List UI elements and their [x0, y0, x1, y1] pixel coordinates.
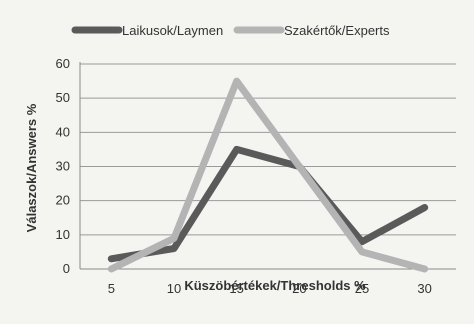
- legend-label-laymen: Laikusok/Laymen: [122, 23, 223, 38]
- y-tick-label: 0: [63, 261, 70, 276]
- y-tick-label: 20: [56, 193, 70, 208]
- y-tick-label: 30: [56, 159, 70, 174]
- series-line-experts: [107, 77, 429, 273]
- x-tick-label: 30: [417, 281, 431, 296]
- x-tick-label: 10: [167, 281, 181, 296]
- legend: Laikusok/Laymen Szakértők/Experts: [71, 23, 390, 38]
- y-tick-label: 60: [56, 56, 70, 71]
- legend-label-experts: Szakértők/Experts: [284, 23, 390, 38]
- series-lines: [107, 77, 429, 273]
- x-tick-label: 5: [108, 281, 115, 296]
- x-axis-title: Küszöbértékek/Thresholds %: [184, 278, 366, 293]
- axes: [79, 62, 456, 270]
- y-axis-title: Válaszok/Answers %: [24, 103, 39, 232]
- x-tick-label: 20: [292, 281, 306, 296]
- y-tick-label: 50: [56, 90, 70, 105]
- y-tick-labels: 0 10 20 30 40 50 60: [56, 56, 70, 276]
- x-tick-label: 25: [355, 281, 369, 296]
- x-tick-label: 15: [229, 281, 243, 296]
- x-tick-labels: 5 10 15 20 25 30: [108, 281, 432, 296]
- gridlines: [80, 63, 456, 236]
- y-tick-label: 10: [56, 227, 70, 242]
- y-tick-label: 40: [56, 124, 70, 139]
- series-line-laymen: [107, 145, 429, 263]
